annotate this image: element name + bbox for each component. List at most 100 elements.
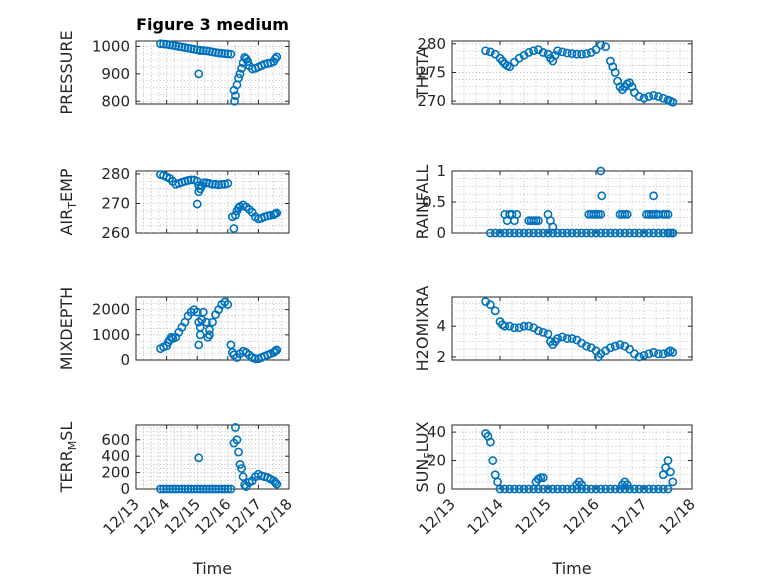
data-point [596, 484, 606, 494]
data-point [234, 447, 243, 457]
x-axis-label-left: Time [192, 559, 232, 578]
data-point [586, 228, 596, 238]
figure-title: Figure 3 medium [136, 15, 289, 34]
data-markers [481, 297, 678, 362]
data-point [485, 437, 495, 447]
x-tick-label: 12/16 [560, 495, 603, 538]
data-point [596, 209, 606, 219]
data-point [272, 345, 282, 355]
x-tick-label: 12/18 [253, 495, 296, 538]
data-point [634, 352, 644, 362]
data-point [198, 46, 208, 55]
data-point [553, 46, 562, 56]
data-point [548, 484, 558, 494]
data-point [644, 92, 654, 101]
data-point [558, 332, 567, 342]
x-tick-label: 12/13 [416, 495, 459, 538]
data-point [543, 484, 553, 494]
data-markers [156, 297, 282, 364]
data-point [634, 484, 644, 494]
y-tick-label: 2000 [92, 301, 130, 319]
data-point [615, 340, 625, 350]
data-point [485, 300, 495, 310]
subplot-air-temp: 260 270 280 AIRTEMP [57, 165, 290, 242]
data-point [481, 46, 490, 56]
y-tick-label: 270 [417, 92, 446, 110]
grid [452, 425, 692, 489]
data-point [194, 453, 204, 463]
data-point [567, 228, 577, 238]
data-point [620, 228, 630, 238]
y-axis-label: SUNFLUX [413, 421, 435, 492]
data-point [485, 228, 495, 238]
data-point [644, 349, 654, 359]
data-point [231, 91, 240, 101]
data-point [270, 478, 280, 487]
data-point [596, 166, 606, 176]
data-point [666, 467, 675, 477]
data-point [562, 48, 572, 58]
data-point [630, 484, 639, 494]
y-axis-label: H2OMIXRA [413, 286, 432, 372]
data-point [668, 477, 678, 487]
data-point [495, 228, 505, 238]
data-point [195, 484, 205, 494]
data-point [159, 39, 168, 49]
data-point [529, 228, 538, 238]
data-point [577, 49, 586, 59]
data-point [505, 321, 514, 331]
data-point [519, 321, 529, 331]
y-tick-label: 4 [436, 317, 446, 335]
y-tick-label: 600 [101, 431, 130, 449]
data-point [562, 334, 572, 343]
data-point [597, 191, 607, 201]
data-markers [485, 166, 678, 238]
data-point [226, 49, 236, 59]
data-point [601, 228, 610, 238]
data-point [625, 228, 634, 238]
data-point [500, 321, 510, 331]
data-point [524, 228, 534, 238]
data-point [194, 69, 204, 79]
data-point [223, 300, 233, 309]
data-point [582, 49, 591, 58]
data-point [230, 96, 239, 106]
data-point [201, 484, 211, 494]
data-point [270, 54, 280, 64]
data-point [165, 484, 175, 494]
y-tick-label: 1000 [92, 37, 130, 55]
data-point [510, 228, 519, 238]
data-markers [481, 429, 678, 494]
data-point [237, 63, 246, 73]
subplot-sun-flux: 0 20 40 12/13 12/14 12/15 12/16 12/17 12/18 SUNFL… [413, 421, 699, 538]
data-point [250, 354, 260, 364]
data-point [654, 92, 663, 101]
data-point [630, 228, 639, 238]
data-point [639, 484, 649, 494]
data-point [208, 484, 217, 494]
data-point [622, 209, 632, 219]
data-point [601, 42, 610, 52]
y-tick-label: 280 [101, 165, 130, 183]
y-tick-label: 200 [101, 464, 130, 482]
data-point [490, 228, 500, 238]
data-point [572, 228, 582, 238]
data-point [615, 484, 625, 494]
data-point [663, 484, 673, 494]
data-point [156, 484, 165, 494]
data-point [639, 228, 649, 238]
data-markers [156, 423, 282, 494]
data-point [223, 49, 233, 59]
data-point [538, 484, 548, 494]
data-point [156, 39, 165, 49]
y-tick-label: 0 [120, 480, 130, 498]
data-point [577, 228, 586, 238]
y-tick-label: 2 [436, 348, 446, 366]
data-point [229, 224, 239, 233]
y-axis-label: PRESSURE [57, 30, 76, 114]
data-point [201, 317, 211, 327]
data-point [668, 228, 678, 238]
data-point [198, 307, 208, 317]
